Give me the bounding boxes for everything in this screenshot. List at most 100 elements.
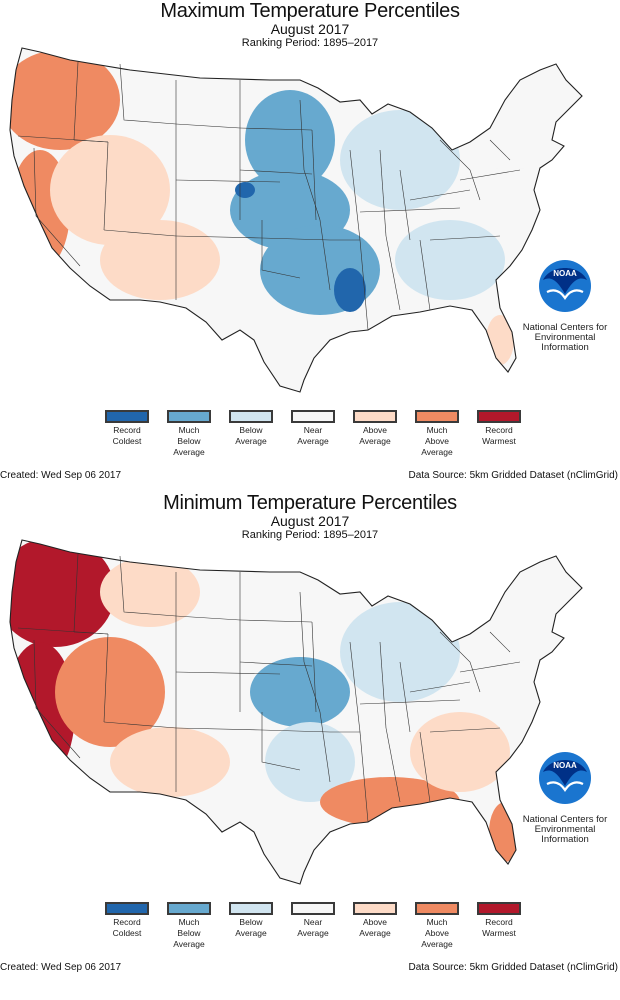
- legend-item-record-coldest: Record Coldest: [97, 902, 157, 939]
- state-border: [119, 63, 177, 125]
- state-border: [419, 239, 431, 311]
- legend-label: Near Average: [297, 917, 329, 938]
- noaa-emblem-icon: NOAA: [539, 260, 591, 312]
- max-temp-panel: Maximum Temperature Percentiles August 2…: [0, 0, 620, 490]
- data-source: Data Source: 5km Gridded Dataset (nClimG…: [408, 962, 618, 973]
- legend-swatch: [415, 902, 459, 915]
- state-border: [429, 727, 501, 733]
- legend-label: Near Average: [297, 425, 329, 446]
- state-border: [33, 639, 81, 759]
- legend-label: Below Average: [235, 917, 267, 938]
- region-northern-rockies: [160, 65, 260, 155]
- legend-swatch: [353, 902, 397, 915]
- org-line: Information: [541, 342, 589, 353]
- legend-label: Above Average: [359, 917, 391, 938]
- state-border: [119, 555, 177, 617]
- region-pacific-northwest: [10, 540, 115, 647]
- state-border: [261, 729, 331, 733]
- state-border: [319, 219, 331, 291]
- state-border: [261, 712, 301, 771]
- legend-item-much-below: Much Below Average: [159, 902, 219, 950]
- legend-swatch: [477, 902, 521, 915]
- min-temp-panel: Minimum Temperature Percentiles August 2…: [0, 492, 620, 982]
- legend-swatch: [105, 902, 149, 915]
- ranking-period: Ranking Period: 1895–2017: [241, 529, 379, 541]
- region-northern-plains: [245, 90, 335, 190]
- region-northeast: [460, 562, 560, 662]
- region-lower-mississippi: [334, 268, 366, 312]
- legend-item-record-warmest: Record Warmest: [469, 410, 529, 447]
- state-border: [299, 99, 321, 221]
- legend-label: Much Above Average: [421, 917, 453, 949]
- state-border: [349, 149, 361, 241]
- legend-swatch: [477, 410, 521, 423]
- legend-swatch: [229, 902, 273, 915]
- region-midwest: [340, 110, 460, 210]
- org-line: Information: [541, 834, 589, 845]
- region-southeast: [395, 220, 505, 300]
- state-border: [299, 591, 321, 713]
- legend-item-much-above: Much Above Average: [407, 902, 467, 950]
- region-great-basin: [55, 637, 165, 747]
- legend-swatch: [415, 410, 459, 423]
- legend-label: Much Above Average: [421, 425, 453, 457]
- state-border: [379, 149, 387, 237]
- legend-item-above: Above Average: [345, 410, 405, 447]
- region-lower-mississippi: [235, 182, 255, 198]
- legend-swatch: [353, 410, 397, 423]
- legend-item-near: Near Average: [283, 902, 343, 939]
- region-central-plains: [250, 657, 350, 727]
- region-southeast: [410, 712, 510, 792]
- state-border: [359, 239, 369, 331]
- legend-swatch: [291, 902, 335, 915]
- state-border: [103, 633, 109, 723]
- legend-swatch: [229, 410, 273, 423]
- state-border: [359, 731, 369, 823]
- legend: Record Coldest Much Below Average Below Averag…: [97, 902, 537, 958]
- state-borders: [17, 553, 521, 823]
- region-northern-rockies: [100, 557, 200, 627]
- state-border: [349, 641, 361, 733]
- state-border: [399, 169, 411, 241]
- state-border: [239, 127, 313, 131]
- state-border: [385, 235, 401, 311]
- state-border: [399, 661, 411, 733]
- region-south-central: [265, 722, 355, 802]
- legend: Record Coldest Much Below Average Below Averag…: [97, 410, 537, 466]
- state-border: [489, 631, 511, 653]
- legend-label: Record Coldest: [112, 425, 142, 446]
- us-map: [9, 47, 583, 393]
- state-border: [73, 139, 109, 143]
- state-border: [409, 189, 471, 201]
- legend-label: Record Coldest: [112, 917, 142, 938]
- legend-item-near: Near Average: [283, 410, 343, 447]
- legend-item-record-warmest: Record Warmest: [469, 902, 529, 939]
- legend-label: Above Average: [359, 425, 391, 446]
- legend-item-below: Below Average: [221, 410, 281, 447]
- state-border: [459, 661, 521, 673]
- us-outline: [9, 47, 583, 393]
- noaa-emblem-icon: NOAA: [539, 752, 591, 804]
- state-borders: [17, 61, 521, 331]
- state-border: [379, 641, 387, 729]
- svg-text:NOAA: NOAA: [553, 761, 577, 770]
- state-border: [239, 661, 313, 667]
- state-border: [175, 235, 263, 239]
- legend-item-record-coldest: Record Coldest: [97, 410, 157, 447]
- legend-swatch: [167, 410, 211, 423]
- state-border: [175, 727, 263, 731]
- state-border: [73, 61, 79, 141]
- state-border: [261, 237, 331, 241]
- data-source: Data Source: 5km Gridded Dataset (nClimG…: [408, 470, 618, 481]
- legend-item-above: Above Average: [345, 902, 405, 939]
- noaa-logo: NOAA National Centers for Environmental …: [510, 258, 620, 353]
- region-northeast: [460, 70, 560, 170]
- created-date: Created: Wed Sep 06 2017: [0, 470, 122, 481]
- state-border: [419, 731, 431, 803]
- map-subtitle: August 2017: [270, 513, 350, 529]
- state-border: [359, 699, 461, 705]
- org-line: Environmental: [534, 332, 596, 343]
- legend-swatch: [167, 902, 211, 915]
- region-southwest: [110, 727, 230, 797]
- map-subtitle: August 2017: [270, 21, 350, 37]
